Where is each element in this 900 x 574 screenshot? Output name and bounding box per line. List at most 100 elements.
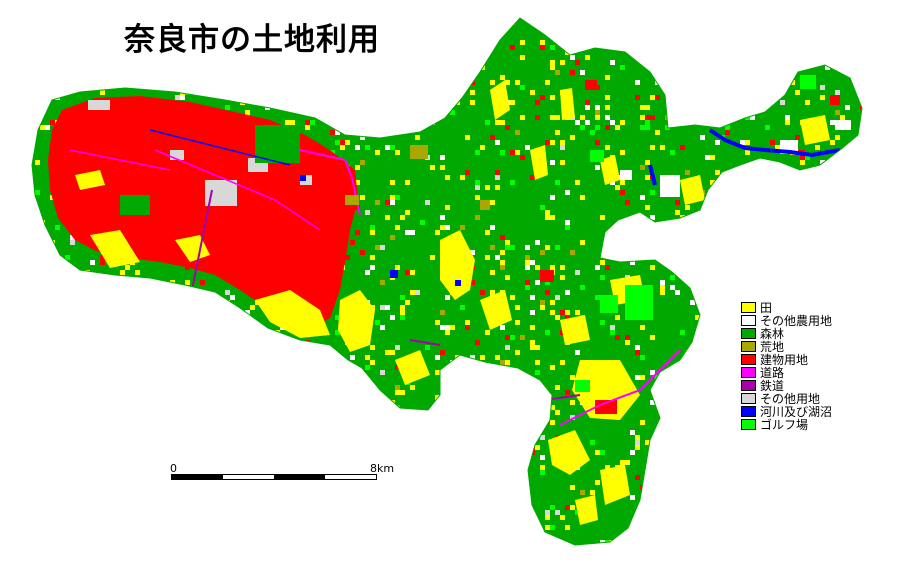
land-use-cell bbox=[380, 30, 385, 35]
land-use-cell bbox=[435, 370, 440, 375]
land-use-cell bbox=[250, 510, 255, 515]
land-use-cell bbox=[200, 495, 205, 500]
land-use-cell bbox=[495, 520, 500, 525]
land-use-cell bbox=[410, 520, 415, 525]
legend-item-other-farmland: その他農用地 bbox=[741, 314, 832, 328]
land-use-cell bbox=[860, 170, 862, 175]
land-use-cell bbox=[625, 340, 630, 345]
land-use-cell bbox=[320, 350, 325, 355]
land-use-cell bbox=[645, 115, 650, 120]
land-use-cell bbox=[825, 520, 830, 525]
land-use-cell bbox=[835, 65, 840, 70]
land-use-cell bbox=[365, 30, 370, 35]
land-use-cell bbox=[35, 470, 40, 475]
land-use-cell bbox=[615, 185, 620, 190]
land-use-cell bbox=[815, 510, 820, 515]
land-use-cell bbox=[675, 255, 680, 260]
land-use-cell bbox=[485, 390, 490, 395]
land-use-cell bbox=[775, 530, 780, 535]
land-use-cell bbox=[630, 260, 635, 265]
land-use-cell bbox=[330, 445, 335, 450]
land-use-cell bbox=[835, 45, 840, 50]
land-use-cell bbox=[445, 495, 450, 500]
land-use-cell bbox=[735, 250, 740, 255]
land-use-cell bbox=[640, 195, 645, 200]
land-use-cell bbox=[505, 410, 510, 415]
land-use-cell bbox=[130, 480, 135, 485]
land-use-cell bbox=[565, 505, 570, 510]
land-use-cell bbox=[670, 430, 675, 435]
land-use-cell bbox=[370, 225, 375, 230]
land-use-cell bbox=[170, 40, 175, 45]
land-use-cell bbox=[305, 50, 310, 55]
land-use-cell bbox=[465, 360, 470, 365]
land-use-cell bbox=[150, 460, 155, 465]
land-use-cell bbox=[675, 410, 680, 415]
land-use-cell bbox=[735, 520, 740, 525]
land-use-cell bbox=[750, 115, 755, 120]
land-use-cell bbox=[165, 300, 170, 305]
land-use-cell bbox=[50, 275, 55, 280]
land-use-cell bbox=[635, 435, 640, 440]
land-use-cell bbox=[500, 75, 505, 80]
land-use-cell bbox=[835, 160, 840, 165]
land-use-cell bbox=[860, 105, 862, 110]
land-use-cell bbox=[350, 355, 355, 360]
land-use-cell bbox=[655, 35, 660, 40]
land-use-cell bbox=[130, 515, 135, 520]
land-use-cell bbox=[720, 285, 725, 290]
land-use-cell bbox=[595, 140, 600, 145]
land-use-cell bbox=[265, 90, 270, 95]
land-use-cell bbox=[640, 355, 645, 360]
land-use-cell bbox=[505, 275, 510, 280]
land-use-cell bbox=[35, 160, 40, 165]
land-use-cell bbox=[345, 395, 350, 400]
land-use-cell bbox=[540, 300, 545, 305]
land-use-cell bbox=[430, 490, 435, 495]
land-use-cell bbox=[485, 405, 490, 410]
land-use-cell bbox=[475, 215, 480, 220]
land-use-cell bbox=[580, 70, 585, 75]
land-use-cell bbox=[785, 225, 790, 230]
land-use-cell bbox=[660, 540, 665, 545]
land-use-cell bbox=[240, 530, 245, 535]
land-use-cell bbox=[245, 430, 250, 435]
land-use-cell bbox=[620, 460, 625, 465]
land-use-cell bbox=[680, 255, 685, 260]
land-use-cell bbox=[355, 445, 360, 450]
land-use-cell bbox=[535, 535, 540, 540]
land-use-cell bbox=[395, 265, 400, 270]
land-use-cell bbox=[110, 275, 115, 280]
land-use-cell bbox=[235, 330, 240, 335]
land-use-cell bbox=[660, 475, 665, 480]
land-use-cell bbox=[300, 400, 305, 405]
land-use-cell bbox=[410, 385, 415, 390]
land-use-cell bbox=[390, 200, 395, 205]
land-use-cell bbox=[670, 415, 675, 420]
land-use-cell bbox=[325, 65, 330, 70]
land-use-cell bbox=[545, 280, 550, 285]
land-use-cell bbox=[650, 400, 655, 405]
land-use-cell bbox=[640, 115, 645, 120]
land-use-cell bbox=[845, 250, 850, 255]
land-use-cell bbox=[60, 370, 65, 375]
land-use-cell bbox=[720, 210, 725, 215]
land-use-cell bbox=[290, 30, 295, 35]
land-use-cell bbox=[335, 315, 340, 320]
land-use-cell bbox=[380, 245, 385, 250]
land-use-cell bbox=[825, 65, 830, 70]
land-use-cell bbox=[455, 35, 460, 40]
land-use-cell bbox=[80, 520, 85, 525]
land-use-cell bbox=[720, 395, 725, 400]
land-use-cell bbox=[460, 175, 465, 180]
land-use-cell bbox=[175, 65, 180, 70]
land-use-cell bbox=[120, 80, 125, 85]
land-use-cell bbox=[195, 435, 200, 440]
land-use-cell bbox=[820, 160, 825, 165]
land-use-cell bbox=[320, 95, 325, 100]
land-use-cell bbox=[780, 540, 785, 545]
land-use-cell bbox=[830, 140, 835, 145]
land-use-cell bbox=[795, 90, 800, 95]
land-use-cell bbox=[780, 40, 785, 45]
